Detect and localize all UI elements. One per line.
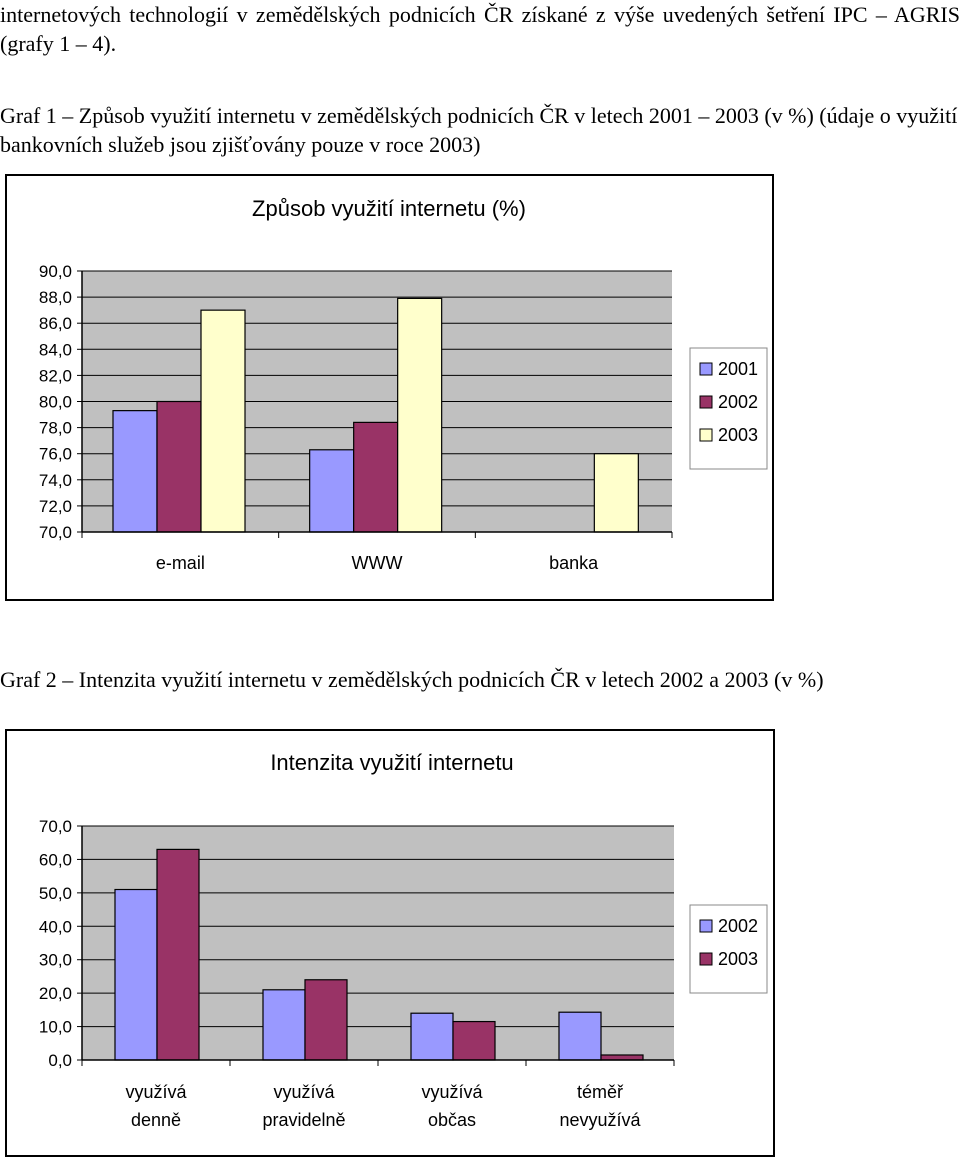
chart2-bar-2003 [156, 848, 200, 1061]
chart2-bar-2002 [410, 1012, 454, 1061]
chart2-bar-2002 [114, 888, 158, 1061]
graf1-caption: Graf 1 – Způsob využití internetu v země… [0, 103, 958, 157]
chart1-legend-swatch-2003 [699, 428, 713, 442]
chart2-ytick-label: 50,0 [39, 884, 72, 903]
chart1-svg: Způsob využití internetu (%) 70,0 72,0 74,0… [39, 196, 768, 573]
chart1-ytick-label: 72,0 [39, 497, 72, 516]
chart2-legend-swatch-2002 [699, 919, 713, 933]
chart2-category-label: občas [428, 1110, 476, 1130]
chart2-category-label: využívá [273, 1082, 335, 1102]
chart1-ytick-label: 80,0 [39, 393, 72, 412]
chart2-category-label: využívá [125, 1082, 187, 1102]
chart2-ytick-label: 0,0 [48, 1051, 72, 1070]
chart1-ytick-label: 78,0 [39, 419, 72, 438]
chart1-category-label: WWW [352, 553, 403, 573]
chart1-legend-label-2003: 2003 [718, 425, 758, 445]
chart2-title: Intenzita využití internetu [270, 750, 513, 775]
chart1-legend-label-2002: 2002 [718, 392, 758, 412]
chart1-title: Způsob využití internetu (%) [252, 196, 526, 221]
chart1-bar-2003 [593, 453, 639, 533]
chart2-category-label: nevyužívá [559, 1110, 641, 1130]
chart1-ytick-label: 70,0 [39, 523, 72, 542]
chart2-bar-2002 [262, 989, 306, 1061]
chart1-bar-2003 [200, 309, 246, 533]
chart2-ytick-label: 30,0 [39, 951, 72, 970]
chart2-category-label: téměř [577, 1082, 624, 1102]
chart2-svg: Intenzita využití internetu 0,0 10,0 20,0 30… [39, 750, 768, 1130]
chart2-bar-2003 [304, 979, 348, 1061]
chart1-ytick-label: 88,0 [39, 288, 72, 307]
chart2-bar-2003 [452, 1020, 496, 1061]
chart2-bar-2002 [558, 1011, 602, 1061]
chart2-ytick-label: 10,0 [39, 1018, 72, 1037]
chart2-ytick-label: 40,0 [39, 917, 72, 936]
chart2-bar-2003 [600, 1054, 644, 1061]
intro-text: internetových technologií v zemědělských… [0, 2, 960, 56]
chart2-category-label: denně [131, 1110, 181, 1130]
chart2-legend-label-2003: 2003 [718, 949, 758, 969]
chart2-ytick-label: 70,0 [39, 817, 72, 836]
chart1-bar-2003 [397, 297, 443, 533]
chart1-ytick-label: 82,0 [39, 366, 72, 385]
chart1-frame: Způsob využití internetu (%) 70,0 72,0 74,0… [5, 174, 774, 601]
chart1-legend-label-2001: 2001 [718, 359, 758, 379]
chart1-bar-2002 [353, 421, 399, 533]
chart1-bar-2002 [156, 400, 202, 533]
chart2-category-label: využívá [421, 1082, 483, 1102]
chart1-legend-swatch-2002 [699, 395, 713, 409]
chart2-category-label: pravidelně [262, 1110, 345, 1130]
chart1-legend-swatch-2001 [699, 362, 713, 376]
chart2-legend-swatch-2003 [699, 952, 713, 966]
chart1-bar-2001 [112, 410, 158, 533]
chart1-bar-2001 [309, 449, 355, 533]
graf2-caption: Graf 2 – Intenzita využití internetu v z… [0, 667, 824, 692]
chart1-category-label: e-mail [156, 553, 205, 573]
chart1-ytick-label: 90,0 [39, 262, 72, 281]
chart2-legend-label-2002: 2002 [718, 916, 758, 936]
chart1-ytick-label: 84,0 [39, 340, 72, 359]
chart2-ytick-label: 60,0 [39, 850, 72, 869]
chart2-frame: Intenzita využití internetu 0,0 10,0 20,0 30… [5, 729, 775, 1157]
chart1-ytick-label: 76,0 [39, 445, 72, 464]
chart1-category-label: banka [549, 553, 599, 573]
chart2-ytick-label: 20,0 [39, 984, 72, 1003]
chart1-ytick-label: 86,0 [39, 314, 72, 333]
chart1-ytick-label: 74,0 [39, 471, 72, 490]
